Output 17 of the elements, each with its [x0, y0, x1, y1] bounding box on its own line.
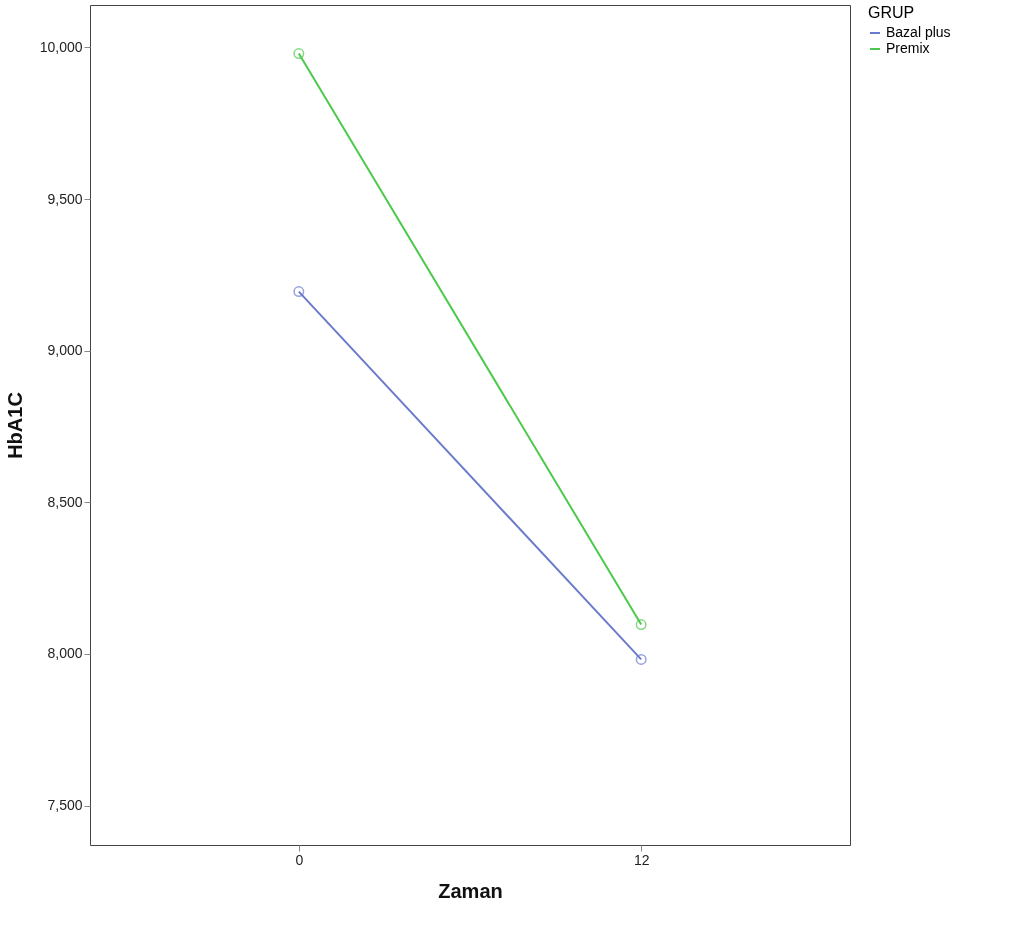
x-axis-title: Zaman [438, 879, 503, 902]
point [635, 653, 647, 665]
y-tick-label: 8,000 [47, 645, 83, 662]
y-tick-label: 9,000 [47, 342, 83, 359]
x-tick-label: 0 [295, 851, 304, 868]
point [293, 48, 305, 59]
point [293, 286, 305, 298]
y-tick-label: 7,500 [47, 797, 83, 814]
y-tick-label: 9,500 [47, 190, 83, 207]
x-tick-label: 12 [633, 851, 650, 868]
y-tick-label: 10,000 [39, 38, 83, 55]
y-axis-title: HbA1C [3, 392, 26, 459]
legend-label: Bazal plus [886, 24, 951, 40]
y-tick-label: 8,500 [47, 493, 83, 510]
legend-title: GRUP [868, 4, 915, 21]
legend-label: Premix [886, 40, 930, 56]
point [635, 619, 647, 631]
